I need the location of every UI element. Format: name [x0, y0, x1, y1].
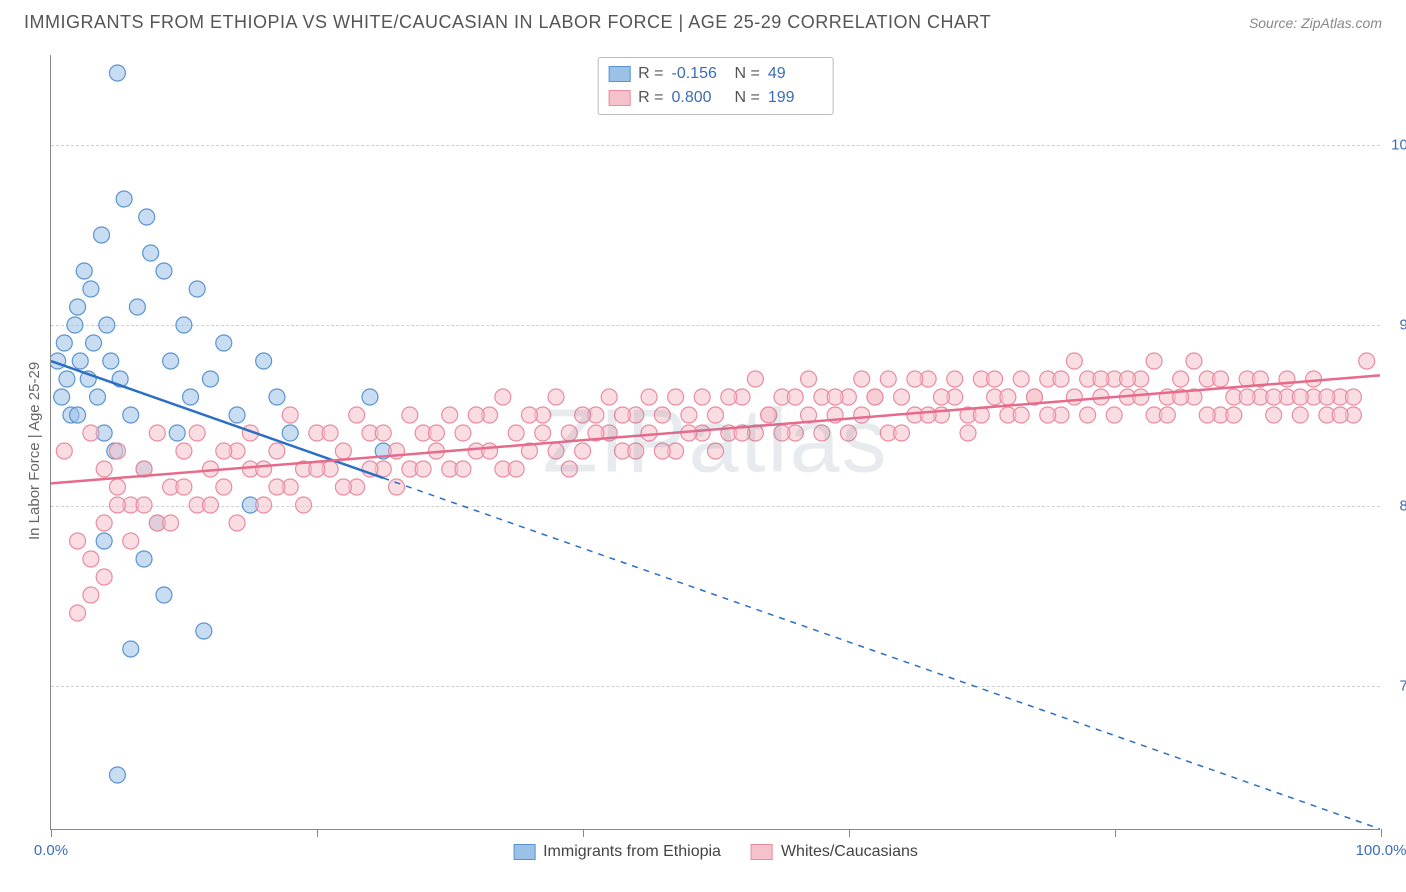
r-label: R = — [638, 86, 663, 110]
n-value-white: 199 — [768, 86, 823, 110]
swatch-white — [608, 90, 630, 106]
x-tick-label: 0.0% — [34, 842, 68, 859]
y-tick-label: 90.0% — [1399, 317, 1406, 334]
r-value-white: 0.800 — [672, 86, 727, 110]
correlation-legend: R = -0.156 N = 49 R = 0.800 N = 199 — [597, 57, 834, 115]
legend-label-white: Whites/Caucasians — [781, 843, 918, 861]
chart-title: IMMIGRANTS FROM ETHIOPIA VS WHITE/CAUCAS… — [24, 12, 991, 33]
legend-label-ethiopia: Immigrants from Ethiopia — [543, 843, 721, 861]
swatch-ethiopia-icon — [513, 844, 535, 860]
legend-row-white: R = 0.800 N = 199 — [608, 86, 823, 110]
chart-header: IMMIGRANTS FROM ETHIOPIA VS WHITE/CAUCAS… — [0, 0, 1406, 41]
scatter-plot — [51, 55, 1380, 829]
y-tick-label: 100.0% — [1391, 137, 1406, 154]
r-value-ethiopia: -0.156 — [672, 62, 727, 86]
n-value-ethiopia: 49 — [768, 62, 823, 86]
chart-area: ZIPatlas R = -0.156 N = 49 R = 0.800 N =… — [50, 55, 1380, 830]
n-label: N = — [735, 86, 760, 110]
n-label: N = — [735, 62, 760, 86]
swatch-white-icon — [751, 844, 773, 860]
legend-item-ethiopia: Immigrants from Ethiopia — [513, 843, 721, 861]
y-tick-label: 80.0% — [1399, 497, 1406, 514]
r-label: R = — [638, 62, 663, 86]
legend-row-ethiopia: R = -0.156 N = 49 — [608, 62, 823, 86]
chart-source: Source: ZipAtlas.com — [1249, 15, 1382, 31]
y-tick-label: 70.0% — [1399, 677, 1406, 694]
legend-item-white: Whites/Caucasians — [751, 843, 918, 861]
y-axis-label: In Labor Force | Age 25-29 — [26, 362, 43, 540]
x-tick-label: 100.0% — [1356, 842, 1406, 859]
series-legend: Immigrants from Ethiopia Whites/Caucasia… — [513, 843, 918, 861]
swatch-ethiopia — [608, 66, 630, 82]
